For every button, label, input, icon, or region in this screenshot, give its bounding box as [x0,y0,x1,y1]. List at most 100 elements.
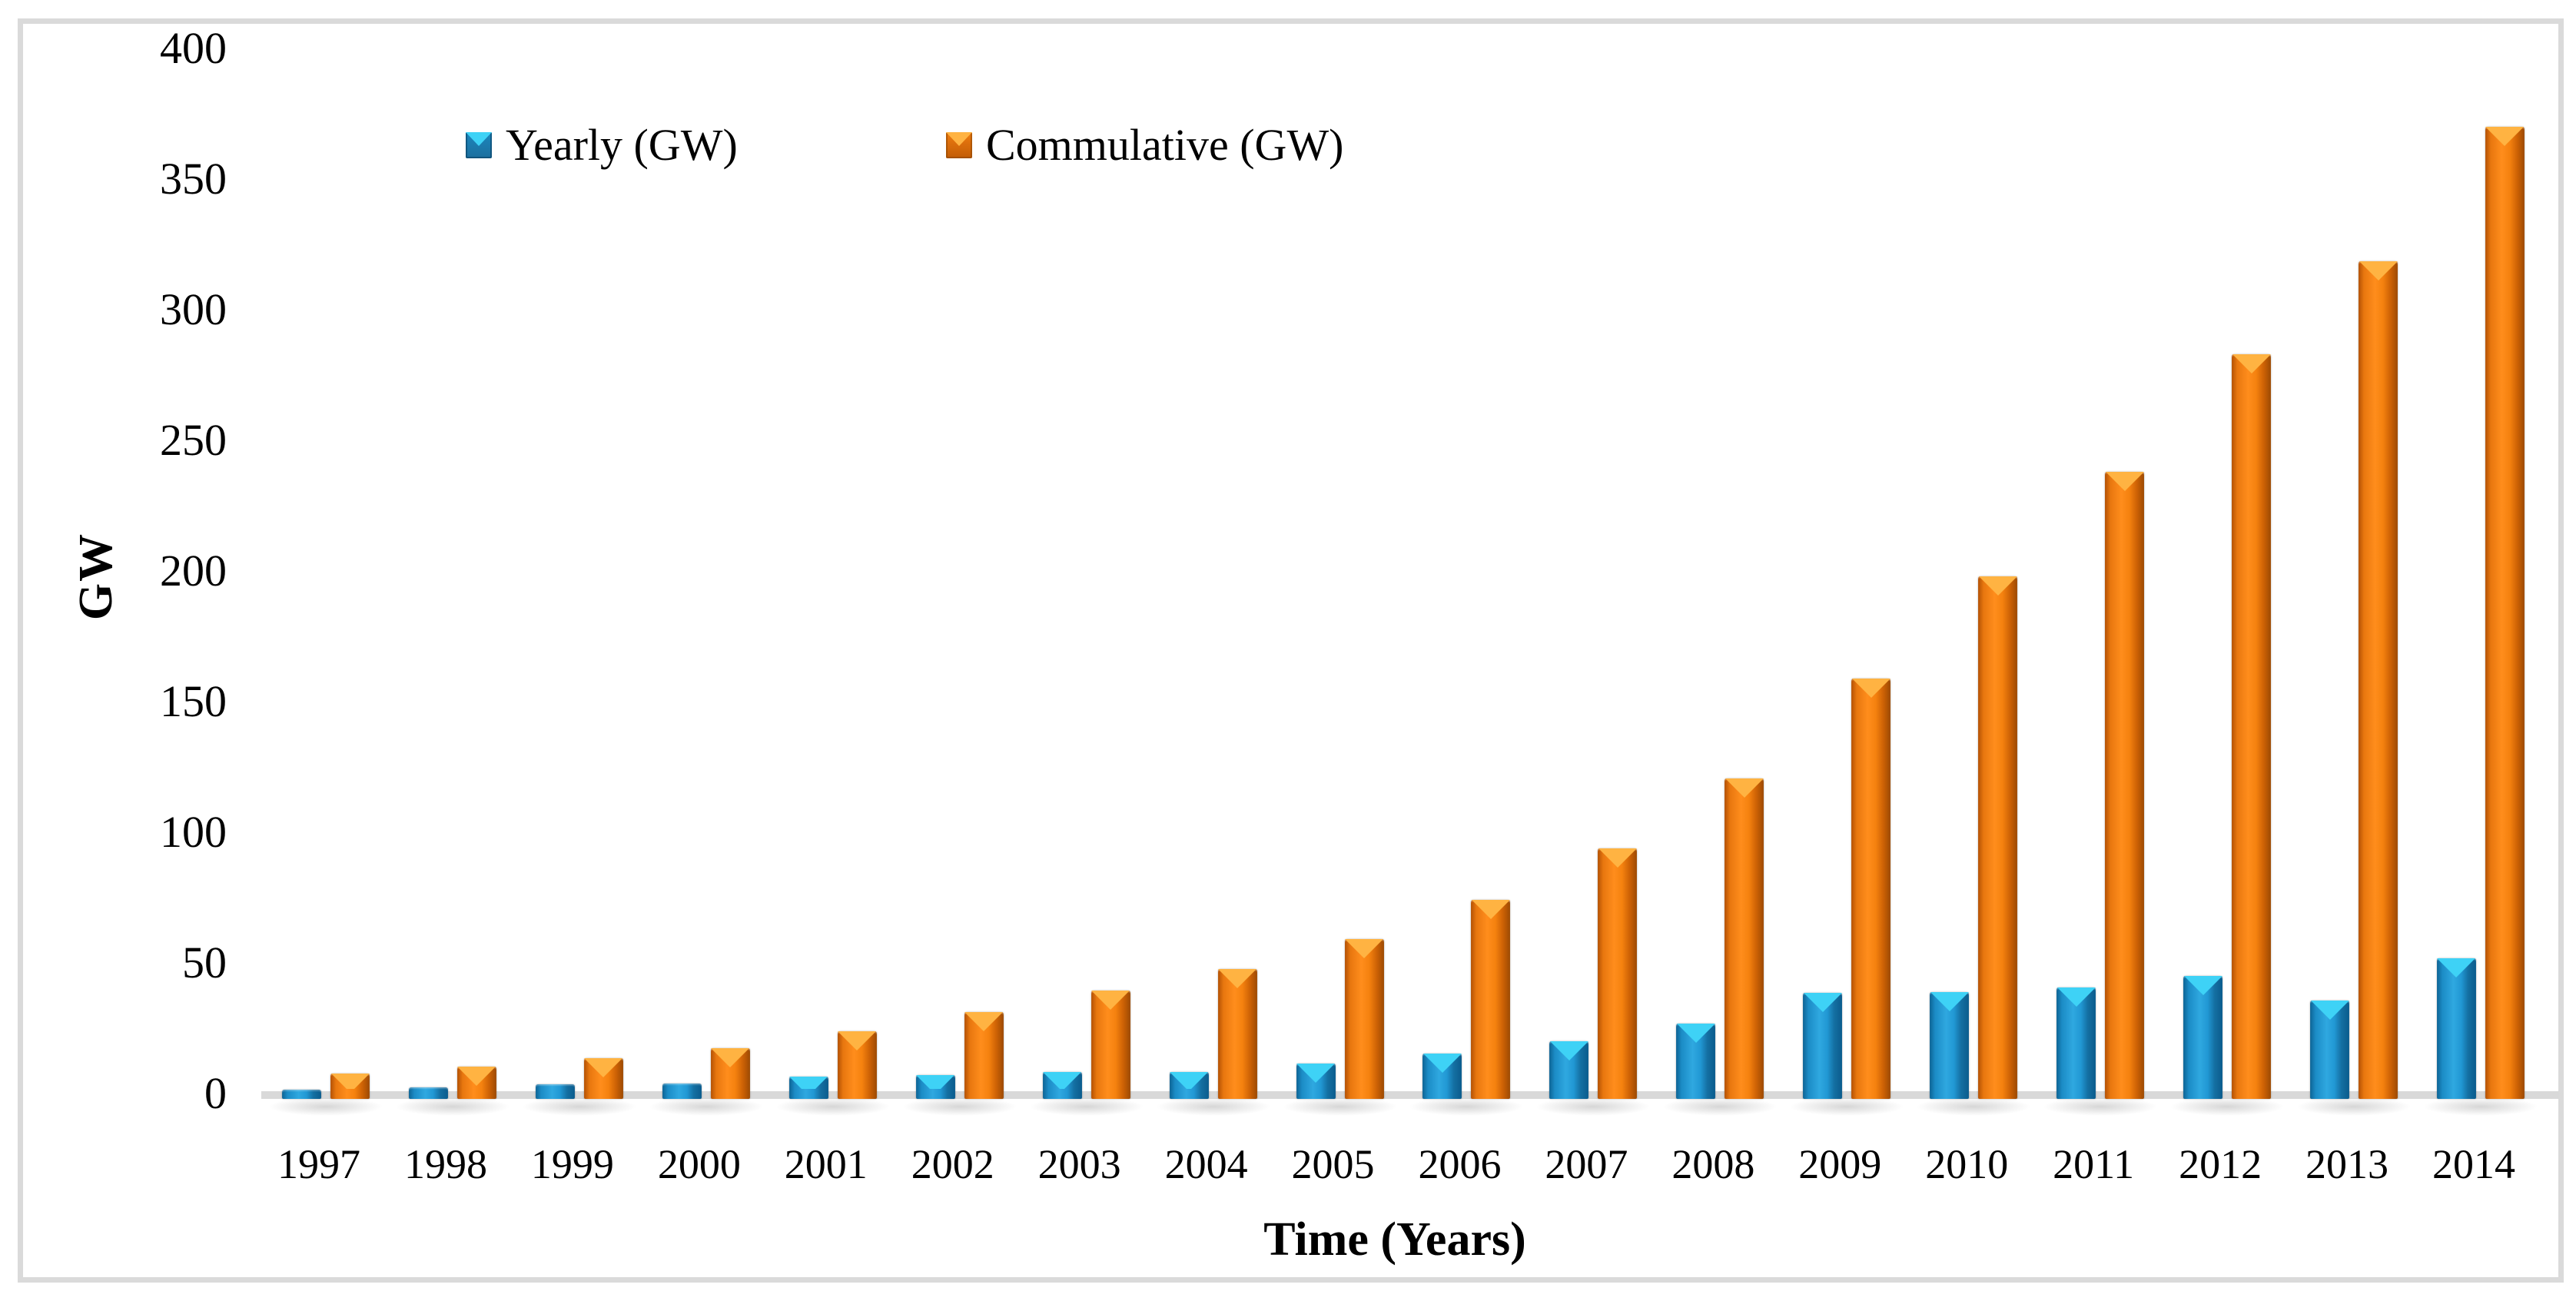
bar-top-bevel-icon [964,1012,1004,1032]
x-tick-label-1998: 1998 [403,1141,487,1187]
bar-shadow-2009 [1789,1097,1905,1116]
bar-top-bevel-icon [1598,848,1637,868]
bar-cumulative-2002 [964,1012,1004,1099]
bar-top-bevel-icon [1218,969,1257,989]
x-axis-title: Time (Years) [1263,1213,1526,1266]
bar-shadow-2004 [1155,1097,1271,1116]
bar-top-bevel-icon [1422,1054,1462,1074]
bar-shadow-2001 [775,1097,891,1116]
bar-top-bevel-icon [1471,900,1510,920]
x-tick-label-2005: 2005 [1291,1141,1375,1187]
bar-yearly-2011 [2056,987,2096,1099]
bar-shadow-2013 [2296,1097,2412,1116]
bar-shadow-2011 [2043,1097,2159,1116]
x-tick-label-1999: 1999 [530,1141,614,1187]
bar-top-bevel-icon [1091,991,1130,1011]
bar-shadow-2003 [1028,1097,1144,1116]
swatch-bevel-icon [946,132,972,148]
bar-shadow-2002 [901,1097,1017,1116]
bar-top-bevel-icon [2437,958,2476,978]
bar-yearly-1999 [535,1084,575,1099]
bar-top-bevel-icon [1043,1072,1082,1089]
legend-item-cumulative: Commulative (GW) [946,123,1344,168]
bar-top-bevel-icon [711,1048,750,1068]
x-tick-label-2012: 2012 [2179,1141,2262,1187]
bar-top-bevel-icon [1549,1041,1588,1061]
bar-top-bevel-icon [2183,976,2222,996]
bar-shadow-2012 [2169,1097,2286,1116]
swatch-bevel-icon [466,132,492,148]
bar-yearly-2012 [2183,976,2223,1099]
bar-top-bevel-icon [2310,1001,2349,1021]
bar-cumulative-1998 [456,1067,496,1099]
y-tick-label-100: 100 [160,807,227,857]
bar-cumulative-2014 [2485,127,2525,1099]
legend-label-cumulative: Commulative (GW) [986,120,1344,170]
bar-top-bevel-icon [2232,354,2271,374]
bar-cumulative-2003 [1090,991,1130,1099]
bar-shadow-2010 [1916,1097,2032,1116]
bar-shadow-2000 [648,1097,764,1116]
bar-top-bevel-icon [1803,993,1842,1013]
bar-yearly-2006 [1422,1054,1462,1099]
bar-top-bevel-icon [1978,576,2017,596]
bar-yearly-2013 [2310,1000,2350,1099]
bar-cumulative-2009 [1851,678,1891,1099]
bar-top-bevel-icon [1676,1024,1715,1044]
bar-shadow-2014 [2422,1097,2538,1116]
bar-top-bevel-icon [457,1067,496,1087]
bar-yearly-2005 [1296,1063,1336,1099]
bar-yearly-2009 [1803,993,1843,1099]
x-tick-label-2014: 2014 [2432,1141,2515,1187]
bar-cumulative-1997 [330,1074,370,1099]
cumulative-series-swatch-icon [946,132,972,158]
bar-yearly-2000 [662,1084,702,1099]
y-tick-label-300: 300 [160,284,227,334]
x-tick-label-2002: 2002 [911,1141,994,1187]
x-tick-label-2013: 2013 [2305,1141,2389,1187]
bar-cumulative-2011 [2105,471,2145,1099]
bar-top-bevel-icon [916,1075,955,1089]
bar-top-bevel-icon [1851,679,1891,699]
bar-cumulative-2010 [1978,576,2018,1099]
y-tick-label-400: 400 [160,23,227,73]
bar-top-bevel-icon [2105,472,2144,492]
bar-shadow-2008 [1662,1097,1778,1116]
bar-yearly-2001 [788,1076,828,1099]
bar-cumulative-2005 [1344,939,1384,1099]
x-tick-label-2007: 2007 [1545,1141,1628,1187]
bar-yearly-2008 [1676,1023,1716,1099]
bar-shadow-1998 [394,1097,510,1116]
legend-item-yearly: Yearly (GW) [466,123,738,168]
bar-yearly-2003 [1042,1072,1082,1099]
bar-cumulative-2000 [710,1047,750,1099]
y-tick-label-200: 200 [160,546,227,596]
bar-cumulative-2007 [1598,848,1638,1099]
bar-cumulative-2001 [837,1031,877,1099]
bar-top-bevel-icon [1170,1072,1209,1089]
bar-top-bevel-icon [1930,992,1969,1012]
bar-yearly-2004 [1169,1072,1209,1099]
x-tick-label-2009: 2009 [1798,1141,1882,1187]
bar-shadow-2007 [1535,1097,1651,1116]
x-tick-label-2008: 2008 [1671,1141,1755,1187]
bar-top-bevel-icon [1345,939,1384,959]
bar-shadow-2005 [1282,1097,1398,1116]
bar-top-bevel-icon [2056,987,2096,1007]
bar-cumulative-2006 [1471,900,1511,1099]
bar-shadow-1997 [268,1097,383,1116]
bar-yearly-2007 [1549,1041,1589,1099]
x-tick-label-1997: 1997 [277,1141,360,1187]
bar-shadow-1999 [521,1097,637,1116]
x-tick-label-2011: 2011 [2053,1141,2135,1187]
bar-top-bevel-icon [584,1058,623,1078]
bar-cumulative-2012 [2232,354,2272,1099]
bar-yearly-2010 [1930,992,1970,1099]
bar-yearly-2014 [2436,958,2476,1099]
y-tick-label-0: 0 [204,1068,227,1118]
bar-top-bevel-icon [1296,1064,1336,1084]
bar-cumulative-2013 [2359,261,2398,1099]
y-tick-label-350: 350 [160,154,227,204]
bar-yearly-1998 [408,1087,448,1099]
